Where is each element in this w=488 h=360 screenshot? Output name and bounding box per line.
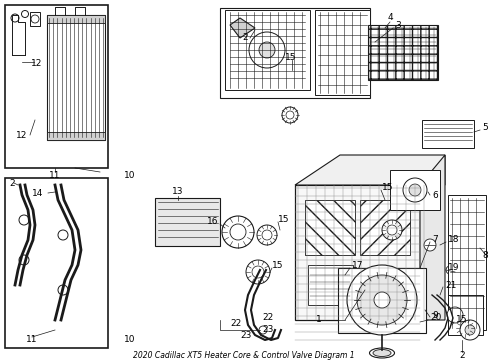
Bar — [314, 10, 369, 95]
Bar — [447, 295, 482, 335]
Circle shape — [248, 32, 285, 68]
Circle shape — [459, 320, 479, 340]
Circle shape — [446, 307, 462, 323]
Text: 4: 4 — [386, 13, 392, 22]
Polygon shape — [294, 155, 444, 185]
Text: 23: 23 — [240, 330, 251, 339]
Text: 2020 Cadillac XT5 Heater Core & Control Valve Diagram 1: 2020 Cadillac XT5 Heater Core & Control … — [133, 351, 354, 360]
Bar — [47, 15, 105, 140]
Circle shape — [19, 215, 29, 225]
Circle shape — [346, 265, 416, 335]
Circle shape — [58, 285, 68, 295]
Circle shape — [58, 230, 68, 240]
Text: 10: 10 — [124, 171, 136, 180]
Circle shape — [257, 225, 276, 245]
Ellipse shape — [372, 350, 390, 356]
Text: 8: 8 — [481, 251, 487, 260]
Bar — [305, 200, 354, 255]
Circle shape — [386, 225, 396, 235]
Bar — [389, 170, 439, 210]
Circle shape — [229, 224, 245, 240]
Circle shape — [402, 178, 426, 202]
Circle shape — [245, 260, 269, 284]
Bar — [421, 120, 473, 148]
Text: 15: 15 — [381, 184, 393, 193]
Bar — [47, 132, 105, 140]
Text: 16: 16 — [206, 217, 218, 226]
Text: 11: 11 — [26, 336, 38, 345]
Circle shape — [423, 239, 435, 251]
Polygon shape — [419, 155, 444, 320]
Text: 7: 7 — [431, 235, 437, 244]
Bar — [47, 15, 105, 23]
Text: 5: 5 — [481, 123, 487, 132]
Circle shape — [464, 325, 474, 335]
Ellipse shape — [369, 348, 394, 358]
Bar — [307, 265, 352, 305]
Text: 12: 12 — [31, 58, 42, 68]
Circle shape — [460, 324, 468, 332]
Circle shape — [456, 320, 472, 336]
Text: 12: 12 — [16, 130, 28, 139]
Text: 2: 2 — [458, 351, 464, 360]
Circle shape — [285, 111, 293, 119]
Bar — [367, 25, 437, 80]
Text: 9: 9 — [431, 310, 437, 320]
Bar — [30, 12, 40, 26]
Bar — [220, 8, 369, 98]
Bar — [5, 178, 108, 348]
Text: 1: 1 — [316, 315, 321, 324]
Bar — [337, 268, 425, 333]
Text: 23: 23 — [262, 325, 273, 334]
Text: 15: 15 — [455, 315, 467, 324]
Text: 13: 13 — [172, 188, 183, 197]
Circle shape — [259, 42, 274, 58]
Text: 21: 21 — [444, 280, 455, 289]
Polygon shape — [294, 185, 419, 320]
Text: 15: 15 — [271, 261, 283, 270]
Bar — [5, 5, 108, 168]
Circle shape — [11, 14, 19, 22]
Polygon shape — [229, 18, 254, 38]
Text: 14: 14 — [32, 189, 43, 198]
Circle shape — [222, 216, 253, 248]
Circle shape — [259, 326, 266, 334]
Text: 6: 6 — [431, 190, 437, 199]
Text: 22: 22 — [229, 319, 241, 328]
Text: 22: 22 — [262, 314, 273, 323]
Text: 15: 15 — [285, 54, 296, 63]
Circle shape — [408, 184, 420, 196]
Circle shape — [381, 220, 401, 240]
Circle shape — [282, 107, 297, 123]
Text: 20: 20 — [429, 314, 441, 323]
Text: 2: 2 — [242, 33, 247, 42]
Bar — [447, 195, 485, 330]
Circle shape — [445, 266, 453, 274]
Text: 15: 15 — [278, 216, 289, 225]
Circle shape — [356, 275, 406, 325]
Bar — [224, 10, 309, 90]
Circle shape — [31, 15, 39, 23]
Circle shape — [21, 10, 28, 18]
Text: 17: 17 — [351, 261, 363, 270]
Text: 11: 11 — [49, 171, 61, 180]
Text: 18: 18 — [447, 235, 459, 244]
Circle shape — [19, 255, 29, 265]
Text: 10: 10 — [124, 336, 136, 345]
Circle shape — [262, 230, 271, 240]
Circle shape — [373, 292, 389, 308]
Bar — [155, 198, 220, 246]
Text: 3: 3 — [394, 21, 400, 30]
Text: 19: 19 — [447, 264, 459, 273]
Text: 2: 2 — [9, 179, 15, 188]
Bar — [359, 200, 409, 255]
Circle shape — [251, 266, 264, 278]
